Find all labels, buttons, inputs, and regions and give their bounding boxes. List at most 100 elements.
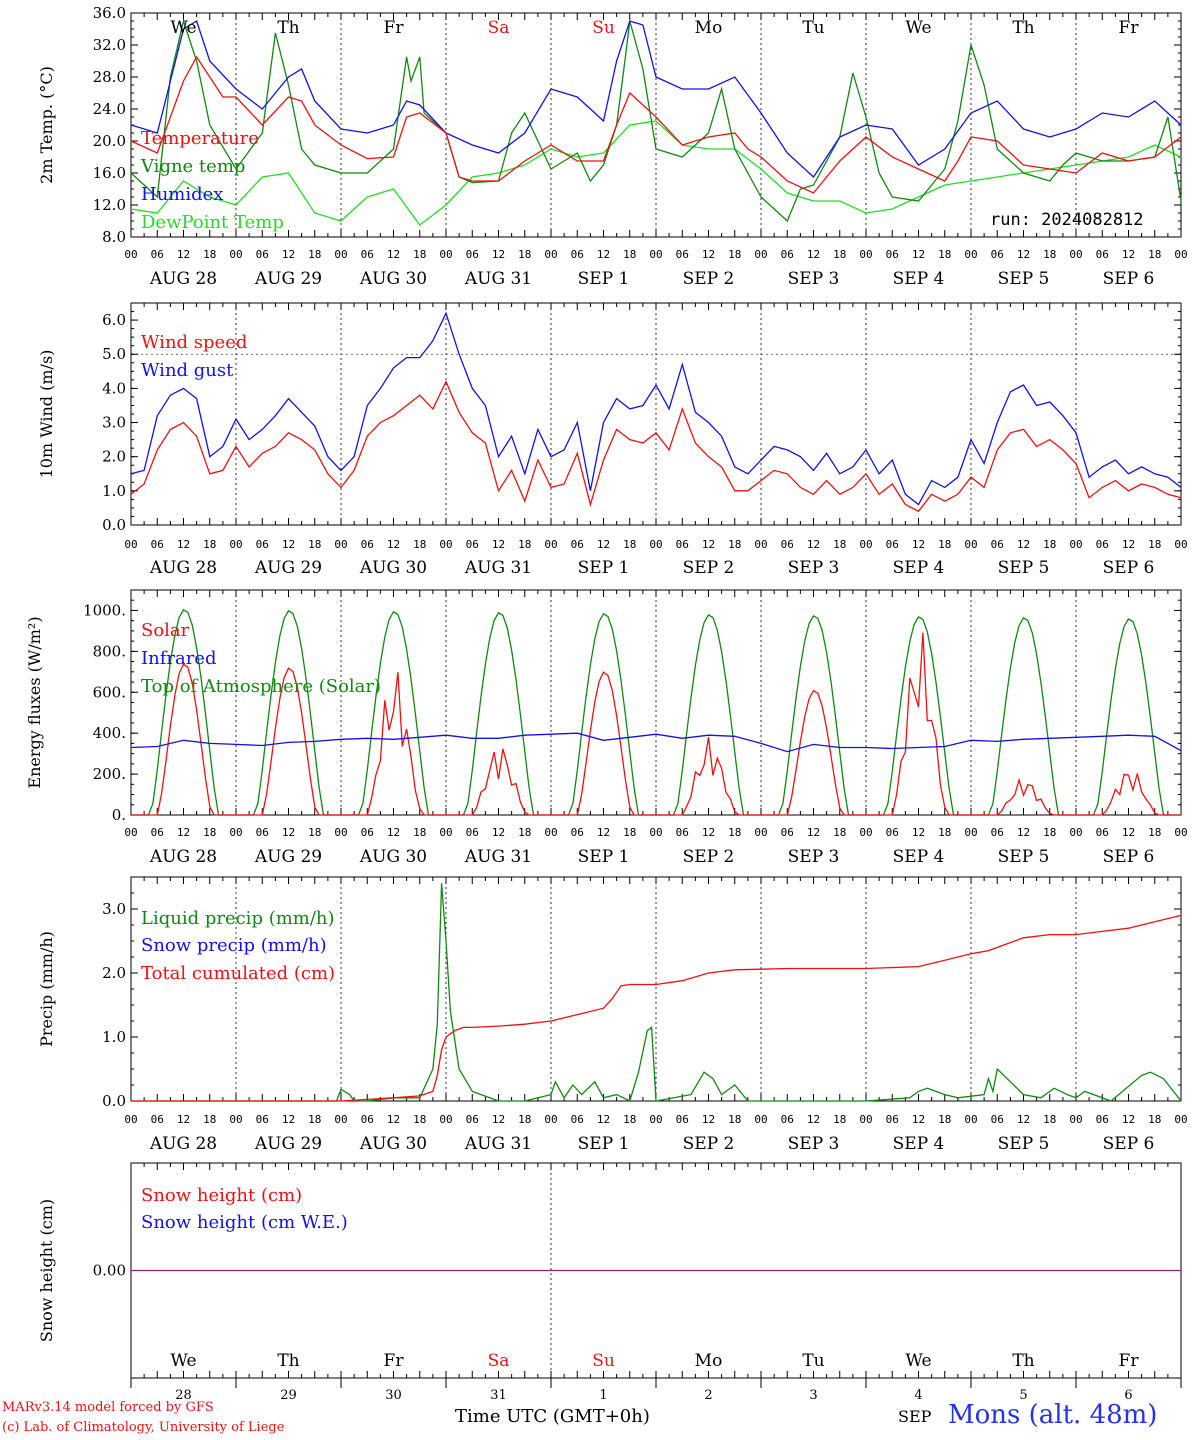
hour-label: 12 (1122, 1113, 1135, 1126)
hour-label: 06 (781, 826, 794, 839)
hour-label: 12 (282, 248, 295, 261)
weekday-label: Tu (802, 18, 824, 38)
hour-label: 12 (1017, 248, 1030, 261)
date-label: AUG 31 (464, 558, 532, 578)
precip-ytick-label: 2.0 (102, 964, 126, 982)
energy-ytick-label: 800. (93, 642, 126, 660)
liquid-precip-line (131, 883, 1182, 1102)
footer-model-line: MARv3.14 model forced by GFS (2, 1400, 214, 1415)
temperature-series-group (130, 18, 1182, 226)
date-label: SEP 1 (578, 1134, 630, 1154)
hour-label: 00 (544, 1113, 557, 1126)
hour-label: 18 (413, 826, 426, 839)
date-label: AUG 28 (149, 558, 217, 578)
weekday-label: Th (277, 18, 299, 38)
hour-label: 06 (991, 826, 1004, 839)
hour-label: 00 (1174, 826, 1187, 839)
hour-label: 12 (177, 248, 190, 261)
hour-label: 12 (387, 248, 400, 261)
date-label: SEP 6 (1103, 847, 1155, 867)
hour-label: 06 (886, 248, 899, 261)
hour-label: 12 (177, 826, 190, 839)
hour-label: 18 (728, 826, 741, 839)
hour-label: 18 (623, 1113, 636, 1126)
weekday-label: Mo (695, 18, 723, 38)
solar-line (131, 632, 1181, 816)
run-label: run: 2024082812 (990, 210, 1144, 230)
date-label: SEP 6 (1103, 1134, 1155, 1154)
hour-label: 12 (492, 538, 505, 551)
date-label: SEP 6 (1103, 269, 1155, 289)
hour-label: 00 (334, 538, 347, 551)
date-label: SEP 1 (578, 847, 630, 867)
hour-label: 00 (334, 826, 347, 839)
precip-ytick-label: 3.0 (102, 900, 126, 918)
hour-label: 00 (964, 248, 977, 261)
hour-label: 06 (571, 538, 584, 551)
energy-ytick-label: 0. (112, 806, 126, 824)
hour-label: 18 (203, 1113, 216, 1126)
precip-legend-item: Total cumulated (cm) (141, 963, 335, 984)
date-label: SEP 3 (788, 847, 840, 867)
hour-label: 06 (466, 538, 479, 551)
hour-label: 12 (282, 538, 295, 551)
hour-label: 12 (597, 248, 610, 261)
hour-label: 18 (203, 538, 216, 551)
weekday-label: We (905, 1351, 931, 1371)
date-label: SEP 3 (788, 558, 840, 578)
weekday-label: Fr (384, 18, 405, 38)
hour-label: 06 (991, 248, 1004, 261)
hour-label: 18 (938, 538, 951, 551)
snow-ytick-label: 0.00 (93, 1262, 126, 1280)
vigne-temp-line (130, 18, 1182, 223)
hour-label: 06 (151, 538, 164, 551)
hour-label: 18 (1043, 248, 1056, 261)
weekday-label: Fr (1119, 18, 1140, 38)
hour-label: 06 (151, 248, 164, 261)
hour-label: 12 (912, 538, 925, 551)
hour-label: 12 (702, 248, 715, 261)
hour-label: 06 (466, 826, 479, 839)
hour-label: 12 (912, 248, 925, 261)
weekday-label: Fr (384, 1351, 405, 1371)
weekday-label: Th (277, 1351, 299, 1371)
weekday-label: Fr (1119, 1351, 1140, 1371)
hour-label: 12 (1122, 248, 1135, 261)
day-number-label: 1 (599, 1388, 607, 1403)
energy-ytick-label: 400. (93, 724, 126, 742)
hour-label: 18 (518, 538, 531, 551)
hour-label: 12 (807, 1113, 820, 1126)
hour-label: 00 (439, 248, 452, 261)
date-label: SEP 5 (998, 269, 1050, 289)
hour-label: 00 (544, 826, 557, 839)
hour-label: 12 (177, 538, 190, 551)
hour-label: 06 (991, 538, 1004, 551)
weekday-label: Th (1012, 1351, 1034, 1371)
weekday-label: Su (592, 1351, 615, 1371)
date-label: SEP 5 (998, 558, 1050, 578)
hour-label: 12 (912, 826, 925, 839)
hour-label: 06 (886, 538, 899, 551)
wind-legend-item: Wind speed (141, 332, 247, 353)
energy-legend-item: Top of Atmosphere (Solar) (141, 676, 381, 697)
hour-label: 06 (676, 538, 689, 551)
hour-label: 18 (728, 248, 741, 261)
hour-label: 06 (1096, 248, 1109, 261)
snow-y-axis-label: Snow height (cm) (37, 1199, 56, 1342)
hour-label: 00 (439, 1113, 452, 1126)
hour-label: 06 (466, 1113, 479, 1126)
energy-ytick-label: 200. (93, 765, 126, 783)
hour-label: 06 (361, 248, 374, 261)
hour-label: 00 (124, 538, 137, 551)
wind-y-axis-label: 10m Wind (m/s) (37, 350, 56, 479)
hour-label: 06 (256, 826, 269, 839)
hour-label: 18 (728, 538, 741, 551)
day-number-label: 2 (704, 1388, 712, 1403)
date-label: SEP 3 (788, 269, 840, 289)
date-label: SEP 6 (1103, 558, 1155, 578)
day-number-label: 6 (1124, 1388, 1132, 1403)
date-label: AUG 31 (464, 1134, 532, 1154)
wind-legend-item: Wind gust (141, 360, 234, 381)
hour-label: 18 (413, 248, 426, 261)
